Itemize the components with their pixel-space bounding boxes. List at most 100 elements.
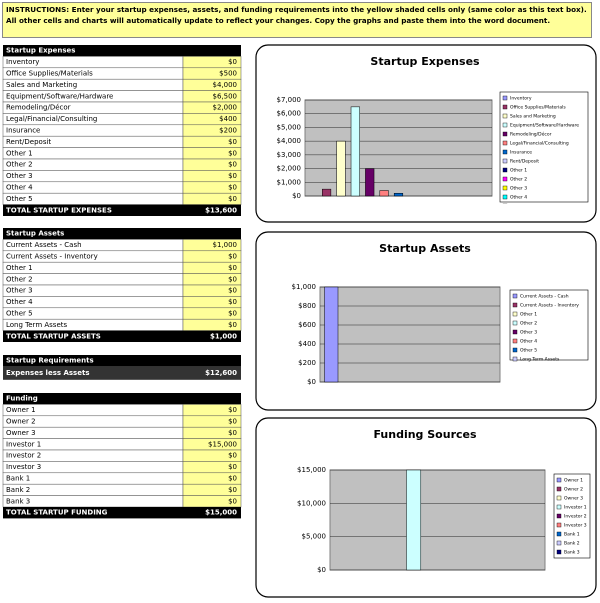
row-value: $0 — [228, 486, 237, 494]
row-label: Other 1 — [6, 149, 33, 157]
row-value: $1,000 — [213, 241, 238, 249]
row-label: Investor 1 — [6, 440, 41, 448]
row-value: $200 — [219, 127, 237, 135]
legend-swatch — [556, 504, 562, 510]
row-label: Equipment/Software/Hardware — [6, 92, 113, 100]
legend-label: Inventory — [510, 96, 532, 102]
row-value: $0 — [228, 161, 237, 169]
legend-swatch — [512, 302, 518, 308]
row-label: Other 2 — [6, 161, 33, 169]
y-tick-label: $1,000 — [277, 178, 302, 186]
row-value: $4,000 — [213, 81, 238, 89]
legend-swatch — [502, 185, 508, 191]
legend-label: Rent/Deposit — [510, 159, 539, 165]
row-value: $0 — [228, 172, 237, 180]
bar — [336, 140, 346, 197]
row-value: $0 — [228, 310, 237, 318]
row-value: $0 — [228, 195, 237, 203]
row-label: Current Assets - Cash — [6, 241, 82, 249]
row-label: Bank 1 — [6, 475, 30, 483]
y-tick-label: $10,000 — [297, 499, 326, 507]
instructions: INSTRUCTIONS: Enter your startup expense… — [2, 2, 592, 38]
row-value: $0 — [228, 264, 237, 272]
legend-swatch — [556, 477, 562, 483]
row-value: $15,000 — [208, 440, 237, 448]
legend-label: Investor 3 — [564, 523, 587, 529]
row-label: Current Assets - Inventory — [6, 253, 98, 261]
row-label: Other 4 — [6, 184, 33, 192]
row-value: $0 — [228, 429, 237, 437]
row-value: $0 — [228, 287, 237, 295]
legend: Owner 1 Owner 2 Owner 3 Investor 1 Investor … — [553, 473, 591, 559]
bar — [350, 106, 360, 197]
legend-swatch — [512, 293, 518, 299]
legend-box — [509, 289, 589, 361]
legend-swatch — [556, 495, 562, 501]
table-title-bg — [3, 355, 241, 367]
row-label: Other 4 — [6, 298, 33, 306]
row-label: Other 3 — [6, 172, 33, 180]
row-value: $0 — [228, 298, 237, 306]
table-title-bg — [3, 393, 241, 405]
legend-swatch — [512, 320, 518, 326]
legend-swatch — [502, 140, 508, 146]
row-label: Owner 3 — [6, 429, 36, 437]
y-tick-label: $0 — [292, 192, 301, 200]
row-value: $0 — [228, 452, 237, 460]
total-value: $12,600 — [205, 369, 237, 377]
y-tick-label: $6,000 — [277, 110, 302, 118]
row-label: Bank 2 — [6, 486, 30, 494]
y-tick-label: $5,000 — [277, 123, 302, 131]
y-tick-label: $3,000 — [277, 151, 302, 159]
legend-swatch — [556, 522, 562, 528]
legend-label: Other 1 — [510, 168, 527, 174]
legend-label: Legal/Financial/Consulting — [510, 141, 569, 147]
row-value: $0 — [228, 463, 237, 471]
plot-area — [304, 99, 493, 197]
y-tick-label: $800 — [298, 302, 316, 310]
row-value: $500 — [219, 70, 237, 78]
total-row-bg — [3, 330, 241, 342]
total-value: $13,600 — [205, 206, 237, 214]
row-value: $0 — [228, 497, 237, 505]
row-label: Other 3 — [6, 287, 33, 295]
legend-label: Owner 1 — [564, 478, 583, 484]
row-value: $0 — [228, 58, 237, 66]
legend-label: Other 2 — [520, 321, 537, 327]
legend-swatch — [502, 149, 508, 155]
input-cell — [182, 192, 242, 205]
y-tick-label: $0 — [317, 566, 326, 574]
total-row-bg — [3, 507, 241, 519]
row-label: Owner 1 — [6, 406, 36, 414]
table-title: Startup Expenses — [6, 47, 75, 55]
legend-swatch — [502, 95, 508, 101]
legend-label: Long Term Assets — [520, 357, 560, 363]
y-tick-label: $2,000 — [277, 165, 302, 173]
row-value: $6,500 — [213, 92, 238, 100]
row-label: Remodeling/Décor — [6, 104, 71, 112]
legend-swatch — [512, 356, 518, 362]
total-row-bg — [3, 204, 241, 216]
y-tick-label: $600 — [298, 321, 316, 329]
chart-title: Startup Expenses — [370, 55, 480, 68]
y-tick-label: $1,000 — [292, 283, 317, 291]
row-label: Investor 2 — [6, 452, 41, 460]
legend: Current Assets - Cash Current Assets - In… — [509, 289, 589, 363]
legend-swatch — [502, 122, 508, 128]
row-label: Investor 3 — [6, 463, 41, 471]
plot-area — [329, 469, 546, 571]
legend-swatch — [556, 513, 562, 519]
legend-label: Insurance — [510, 150, 532, 156]
total-label: TOTAL STARTUP EXPENSES — [6, 206, 112, 214]
row-value: $0 — [228, 253, 237, 261]
legend-label: Other 4 — [520, 339, 537, 345]
row-value: $0 — [228, 418, 237, 426]
legend-label: Other 2 — [510, 177, 527, 183]
row-label: Sales and Marketing — [6, 81, 77, 89]
row-value: $400 — [219, 115, 237, 123]
row-label: Other 2 — [6, 275, 33, 283]
table-title-bg — [3, 45, 241, 57]
legend-label: Equipment/Software/Hardware — [510, 123, 579, 129]
y-tick-label: $7,000 — [277, 96, 302, 104]
